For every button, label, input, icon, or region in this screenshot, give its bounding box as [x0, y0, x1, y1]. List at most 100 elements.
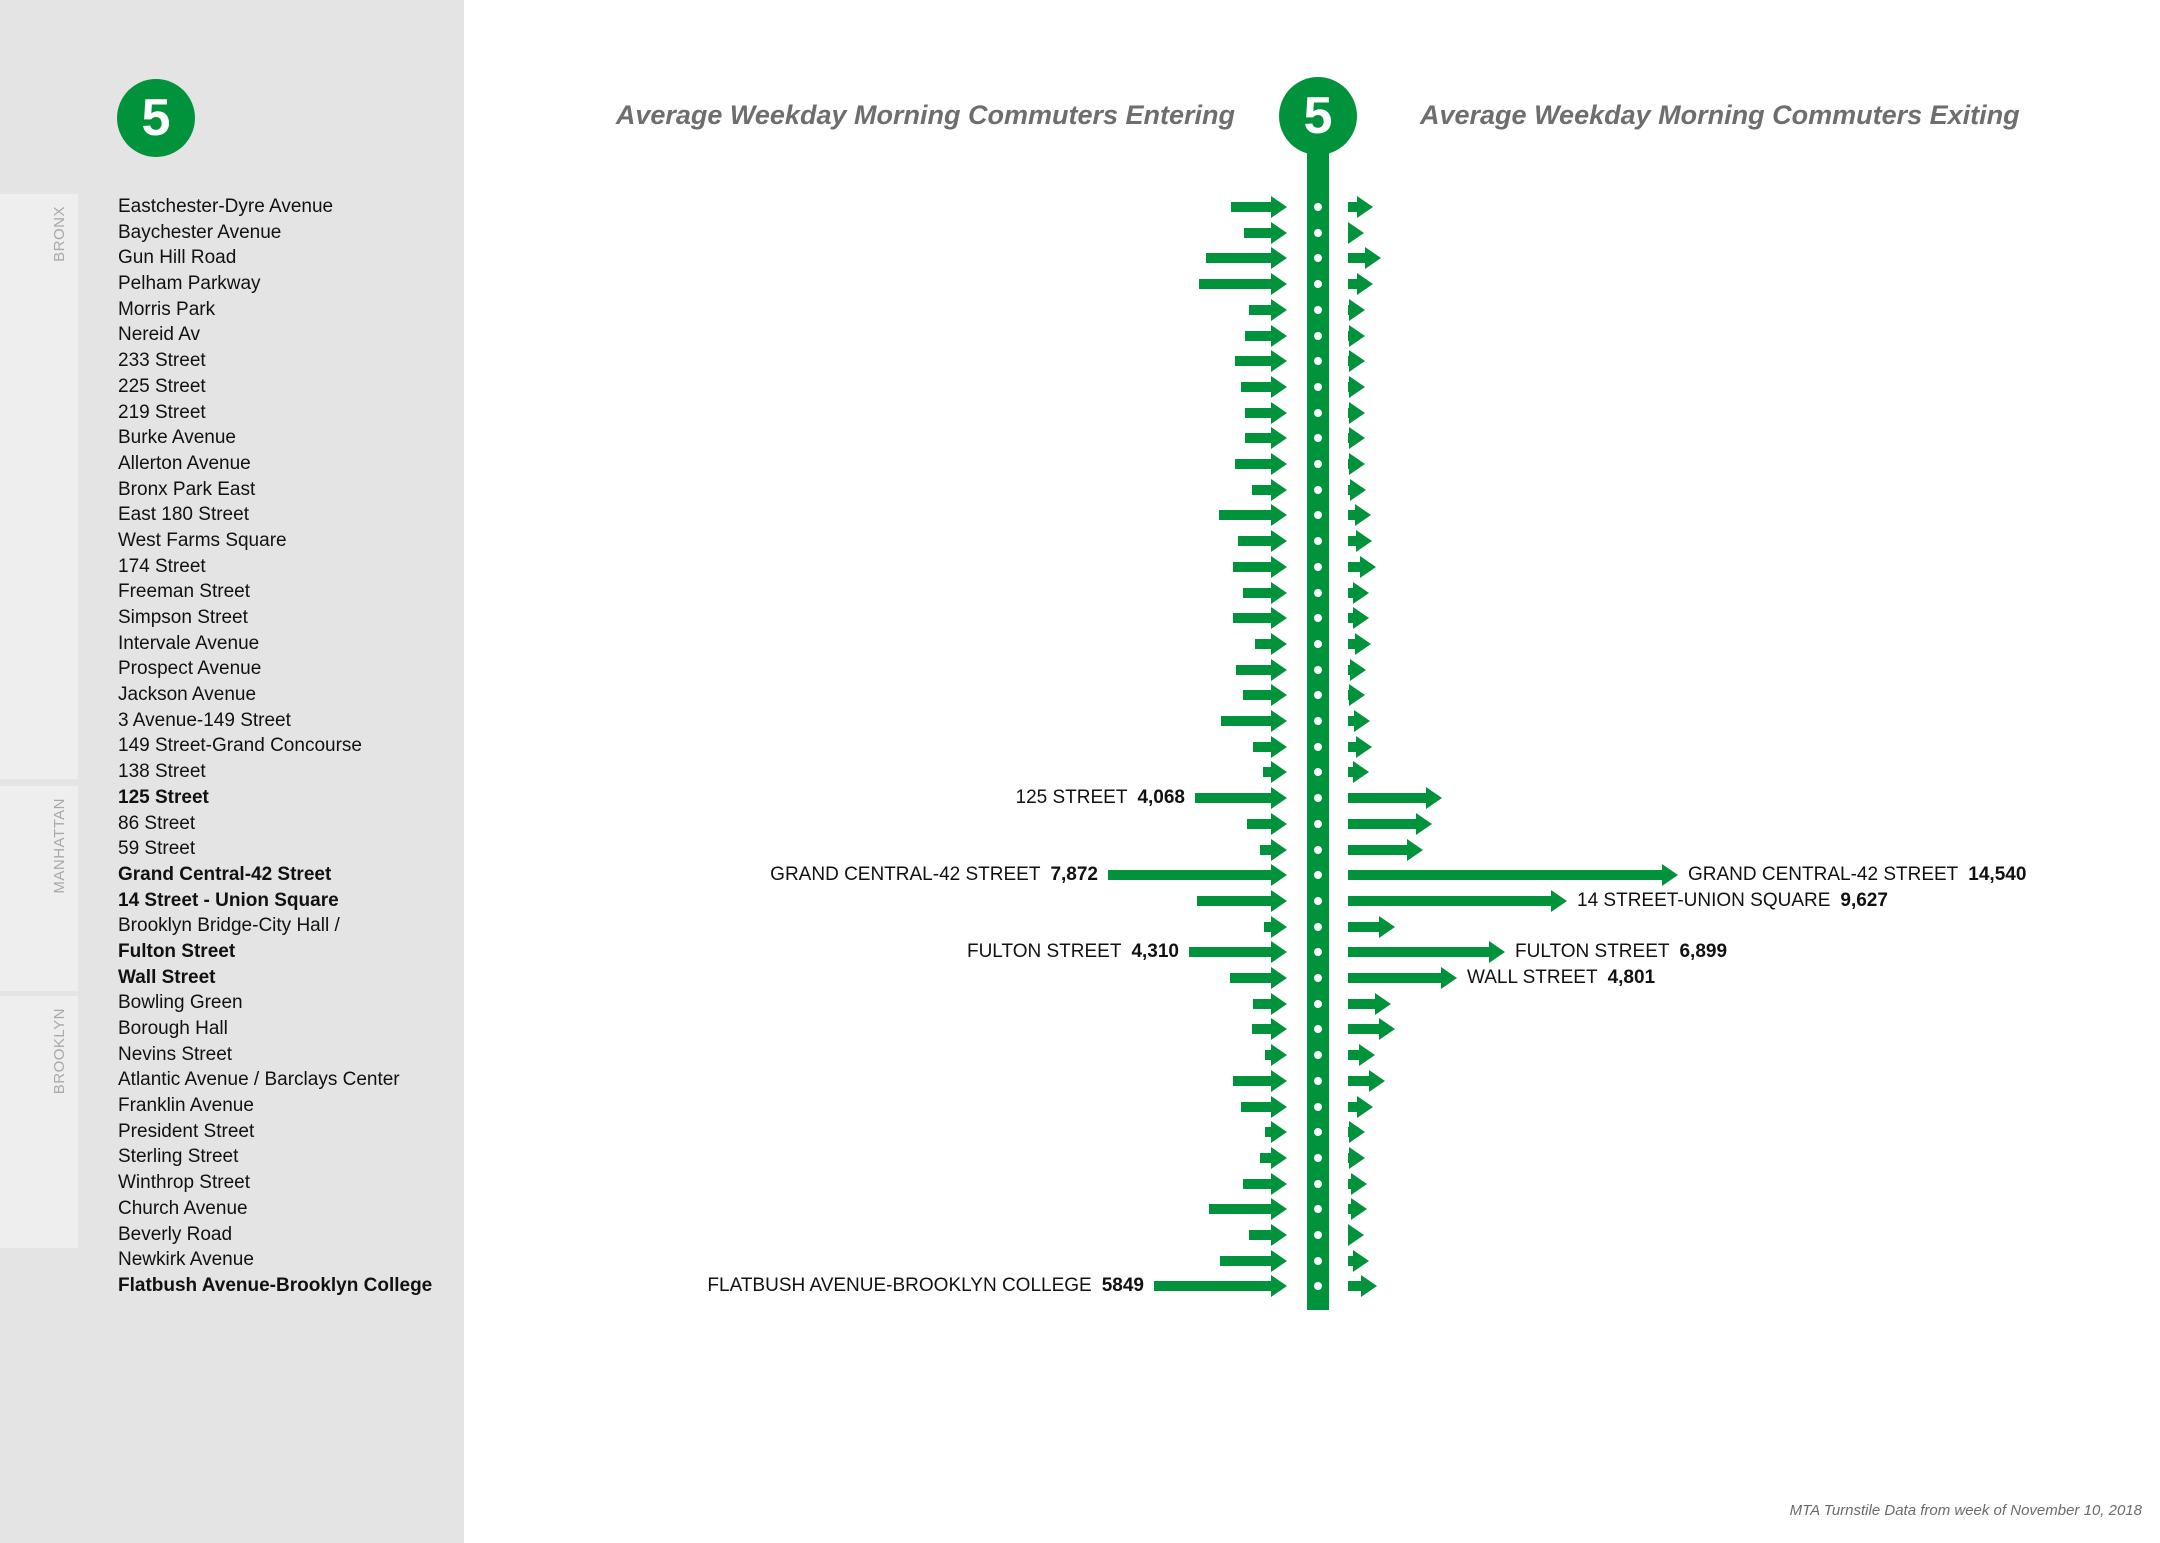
- entering-callout: FLATBUSH AVENUE-BROOKLYN COLLEGE 5849: [707, 1273, 1144, 1299]
- station-list-item: 233 Street: [118, 350, 206, 372]
- exiting-arrow: [1348, 684, 1365, 707]
- entering-callout: GRAND CENTRAL-42 STREET 7,872: [770, 862, 1098, 888]
- station-stop-dot: [1314, 203, 1322, 211]
- station-stop-dot: [1314, 639, 1322, 648]
- exiting-arrow: [1348, 478, 1366, 501]
- entering-arrow: [1197, 889, 1287, 912]
- callout-value: 4,068: [1137, 787, 1185, 809]
- callout-value: 9,627: [1840, 889, 1888, 911]
- station-stop-dot: [1314, 485, 1322, 494]
- exiting-arrow: [1348, 1095, 1373, 1118]
- station-list-item: 86 Street: [118, 812, 196, 834]
- station-stop-dot: [1314, 280, 1322, 289]
- station-list-item: President Street: [118, 1120, 255, 1142]
- station-list-item: Intervale Avenue: [118, 632, 260, 654]
- data-source-note: MTA Turnstile Data from week of November…: [1789, 1502, 2142, 1519]
- borough-tab-manhattan: MANHATTAN: [0, 786, 78, 991]
- station-list-item: Grand Central-42 Street: [118, 863, 332, 885]
- callout-station: FULTON STREET: [966, 941, 1122, 963]
- entering-arrow: [1220, 1249, 1287, 1272]
- exiting-arrow: [1348, 504, 1371, 527]
- station-list-item: East 180 Street: [118, 504, 249, 526]
- exiting-arrow: [1348, 530, 1372, 553]
- station-list-item: Bronx Park East: [118, 478, 256, 500]
- station-list-item: West Farms Square: [118, 529, 287, 551]
- station-stop-dot: [1314, 588, 1322, 597]
- exiting-arrow: [1348, 1249, 1369, 1272]
- callout-value: 7,872: [1050, 864, 1098, 886]
- station-list-item: 14 Street - Union Square: [118, 889, 339, 911]
- entering-arrow: [1230, 967, 1287, 989]
- station-stop-dot: [1314, 460, 1322, 468]
- exiting-arrow: [1348, 632, 1371, 655]
- station-list-item: 138 Street: [118, 761, 206, 783]
- station-stop-dot: [1314, 974, 1322, 982]
- station-stop-dot: [1314, 1128, 1322, 1137]
- exiting-arrow: [1348, 401, 1365, 424]
- entering-arrow: [1255, 632, 1287, 655]
- station-list-item: Pelham Parkway: [118, 273, 261, 295]
- entering-callout: FULTON STREET 4,310: [967, 939, 1179, 965]
- exiting-title: Average Weekday Morning Commuters Exitin…: [1420, 100, 2020, 130]
- entering-arrow: [1235, 350, 1287, 373]
- station-list-item: 174 Street: [118, 555, 206, 577]
- station-list-item: Nevins Street: [118, 1043, 233, 1065]
- station-list-item: Prospect Avenue: [118, 658, 262, 680]
- callout-station: FLATBUSH AVENUE-BROOKLYN COLLEGE: [707, 1275, 1092, 1297]
- exiting-arrow: [1348, 221, 1364, 244]
- station-stop-dot: [1314, 254, 1322, 263]
- entering-arrow: [1245, 427, 1287, 450]
- borough-tab-bronx: BRONX: [0, 194, 78, 779]
- route-5-bullet-header: 5: [1279, 77, 1357, 155]
- entering-arrow: [1233, 555, 1287, 578]
- exiting-arrow: [1348, 1146, 1365, 1169]
- entering-arrow: [1249, 1224, 1287, 1246]
- station-list-item: 219 Street: [118, 401, 206, 423]
- entering-arrow: [1154, 1275, 1287, 1298]
- callout-station: WALL STREET: [1467, 967, 1598, 988]
- entering-arrow: [1195, 787, 1287, 810]
- entering-arrow: [1241, 1095, 1287, 1118]
- station-list-item: Wall Street: [118, 966, 216, 988]
- exiting-arrow: [1348, 1172, 1367, 1195]
- exiting-arrow: [1348, 967, 1457, 989]
- station-stop-dot: [1314, 845, 1322, 854]
- entering-arrow: [1199, 273, 1287, 296]
- exiting-arrow: [1348, 427, 1365, 450]
- station-list-item: Burke Avenue: [118, 427, 236, 449]
- entering-arrow: [1244, 221, 1287, 244]
- exiting-arrow: [1348, 607, 1369, 630]
- entering-arrow: [1245, 401, 1287, 424]
- exiting-arrow: [1348, 555, 1376, 578]
- exiting-callout: FULTON STREET 6,899: [1515, 939, 1727, 965]
- station-list-item: Allerton Avenue: [118, 452, 251, 474]
- station-stop-dot: [1314, 948, 1322, 957]
- station-list-item: Simpson Street: [118, 607, 248, 628]
- exiting-callout: 14 STREET-UNION SQUARE 9,627: [1577, 888, 1888, 914]
- entering-callout: 125 STREET 4,068: [1016, 785, 1185, 811]
- exiting-arrow: [1348, 941, 1505, 964]
- exiting-arrow: [1348, 375, 1365, 398]
- exiting-arrow: [1348, 992, 1391, 1015]
- entering-arrow: [1233, 1069, 1287, 1092]
- station-stop-dot: [1314, 896, 1322, 905]
- entering-arrow: [1260, 1146, 1287, 1169]
- station-stop-dot: [1314, 717, 1322, 725]
- entering-arrow: [1243, 684, 1287, 707]
- entering-arrow: [1252, 1018, 1287, 1041]
- station-stop-dot: [1314, 1076, 1322, 1085]
- exiting-arrow: [1348, 710, 1370, 732]
- entering-arrow: [1219, 504, 1287, 527]
- station-stop-dot: [1314, 511, 1322, 520]
- borough-label: BROOKLYN: [51, 1008, 68, 1095]
- exiting-arrow: [1348, 735, 1372, 758]
- route-line-trunk: [1307, 150, 1329, 1310]
- station-list-item: 3 Avenue-149 Street: [118, 709, 291, 731]
- station-stop-dot: [1314, 331, 1322, 340]
- exiting-arrow: [1348, 581, 1369, 604]
- entering-arrow: [1263, 761, 1287, 784]
- entering-arrow: [1247, 812, 1287, 835]
- station-list-item: 225 Street: [118, 375, 206, 397]
- exiting-arrow: [1348, 761, 1369, 784]
- entering-arrow: [1243, 1172, 1287, 1195]
